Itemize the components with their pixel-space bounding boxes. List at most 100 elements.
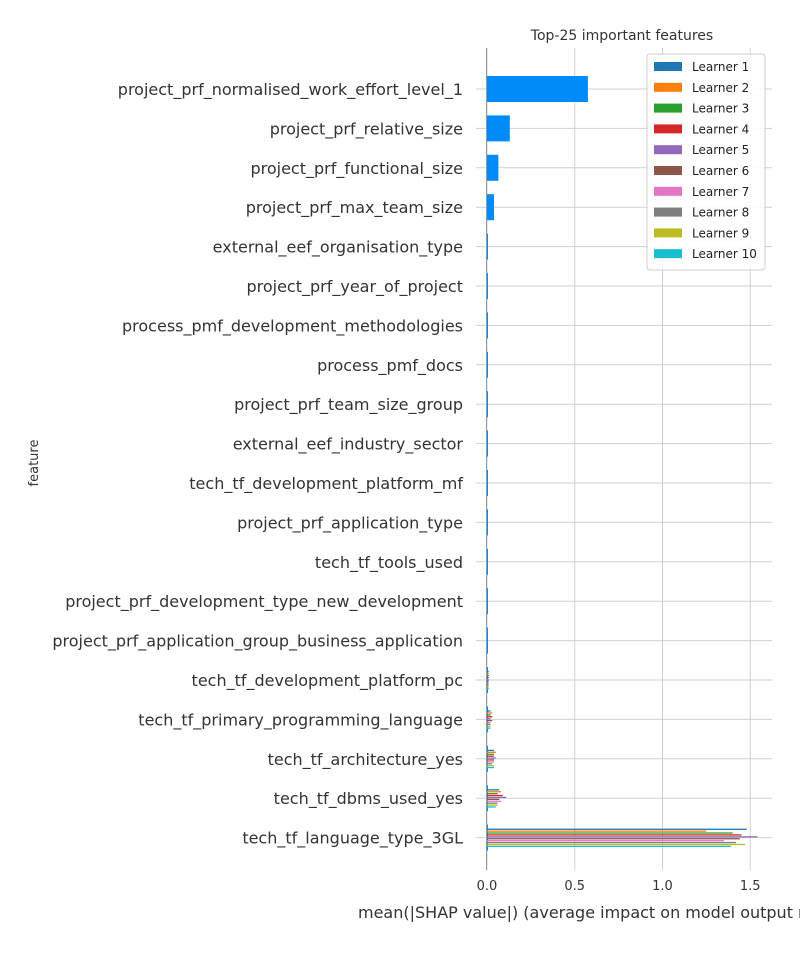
ensemble-bar: [487, 588, 488, 615]
bars-layer: [487, 76, 758, 851]
learner-bar: [487, 757, 496, 759]
learner-bar: [487, 798, 500, 800]
learner-bar: [487, 766, 495, 769]
legend-swatch: [654, 186, 682, 196]
learner-bar: [487, 714, 491, 716]
learner-bar: [487, 716, 493, 718]
legend-label: Learner 1: [692, 60, 749, 74]
learner-bar: [487, 761, 495, 763]
ensemble-bar: [487, 470, 488, 496]
legend-swatch: [654, 249, 682, 259]
feature-label: tech_tf_development_platform_mf: [189, 474, 463, 494]
feature-label: project_prf_year_of_project: [246, 277, 463, 297]
legend-label: Learner 8: [692, 206, 749, 220]
learner-bar: [487, 710, 491, 712]
learner-bar: [487, 841, 737, 844]
learner-bar: [487, 674, 489, 677]
learner-bar: [487, 721, 491, 724]
legend-swatch: [654, 103, 682, 113]
ensemble-bar: [487, 785, 488, 812]
learner-bar: [487, 845, 731, 847]
feature-label: process_pmf_docs: [317, 356, 463, 376]
feature-label: tech_tf_development_platform_pc: [192, 671, 463, 691]
grid-layer: [476, 48, 772, 870]
ensemble-bar: [487, 115, 510, 142]
learner-bar: [487, 723, 491, 725]
legend-swatch: [654, 228, 682, 238]
feature-label: project_prf_relative_size: [270, 119, 463, 139]
feature-label: tech_tf_architecture_yes: [268, 750, 463, 770]
ensemble-bar: [487, 194, 495, 221]
legend-label: Learner 9: [692, 226, 749, 240]
x-tick-label: 1.5: [740, 879, 761, 894]
learner-bar: [487, 680, 489, 682]
feature-label: tech_tf_primary_programming_language: [138, 710, 463, 730]
learner-bar: [487, 676, 489, 678]
x-tick-label: 0.0: [477, 879, 498, 894]
learner-bar: [487, 765, 495, 767]
ensemble-bar: [487, 351, 488, 378]
legend-swatch: [654, 166, 682, 175]
learner-bar: [487, 830, 707, 832]
learner-bar: [487, 806, 496, 808]
learner-bar: [487, 791, 502, 793]
learner-bar: [487, 753, 495, 755]
learner-bar: [487, 838, 740, 840]
x-tick-label: 1.0: [652, 879, 673, 894]
learner-bar: [487, 840, 724, 842]
legend-label: Learner 10: [692, 247, 757, 261]
legend: Learner 1 Learner 2 Learner 3 Learner 4 Lear…: [646, 53, 766, 271]
legend-label: Learner 2: [692, 81, 749, 95]
learner-bar: [487, 688, 489, 690]
learner-bar: [487, 755, 495, 757]
feature-label: tech_tf_language_type_3GL: [242, 829, 463, 849]
feature-label: project_prf_application_group_business_a…: [52, 632, 463, 652]
legend-swatch: [654, 62, 682, 71]
learner-bar: [487, 751, 496, 753]
legend-swatch: [654, 82, 682, 92]
learner-bar: [487, 682, 489, 684]
learner-bar: [487, 793, 498, 795]
legend-swatch: [654, 124, 682, 134]
learner-bar: [487, 727, 491, 729]
x-tick-label: 0.5: [564, 879, 585, 894]
ensemble-bar: [487, 312, 488, 339]
feature-label: tech_tf_dbms_used_yes: [274, 789, 463, 809]
legend-items: Learner 1 Learner 2 Learner 3 Learner 4 Lear…: [654, 60, 757, 261]
learner-bar: [487, 684, 489, 686]
ensemble-bar: [487, 745, 488, 772]
learner-bar: [487, 843, 745, 846]
ensemble-bar: [487, 154, 499, 181]
ensemble-bar: [487, 548, 488, 575]
legend-swatch: [654, 207, 682, 217]
ensemble-bar: [487, 233, 488, 260]
legend-label: Learner 5: [692, 143, 749, 157]
learner-bar: [487, 804, 498, 806]
feature-label: process_pmf_development_methodologies: [122, 316, 463, 336]
learner-bar: [487, 794, 503, 797]
learner-bar: [487, 712, 493, 714]
legend-label: Learner 7: [692, 185, 749, 199]
learner-bar: [487, 832, 733, 834]
ensemble-bar: [487, 627, 488, 654]
feature-label: project_prf_normalised_work_effort_level…: [118, 80, 463, 100]
learner-bar: [487, 796, 507, 799]
learner-bar: [487, 763, 493, 765]
learner-bar: [487, 789, 500, 791]
ensemble-bar: [487, 667, 488, 693]
learner-bar: [487, 678, 489, 680]
legend-label: Learner 6: [692, 164, 749, 178]
learner-bar: [487, 759, 495, 761]
feature-label: project_prf_team_size_group: [234, 395, 463, 415]
ensemble-bar: [487, 391, 488, 418]
learner-bar: [487, 718, 491, 720]
axis-layer: 0.0 0.5 1.0 1.5 project_prf_normalised_work_…: [52, 48, 761, 894]
legend-label: Learner 4: [692, 122, 749, 136]
ensemble-bar: [487, 824, 488, 851]
ensemble-bar: [487, 430, 488, 457]
feature-label: external_eef_organisation_type: [213, 238, 463, 258]
legend-swatch: [654, 145, 682, 155]
learner-bar: [487, 719, 493, 722]
